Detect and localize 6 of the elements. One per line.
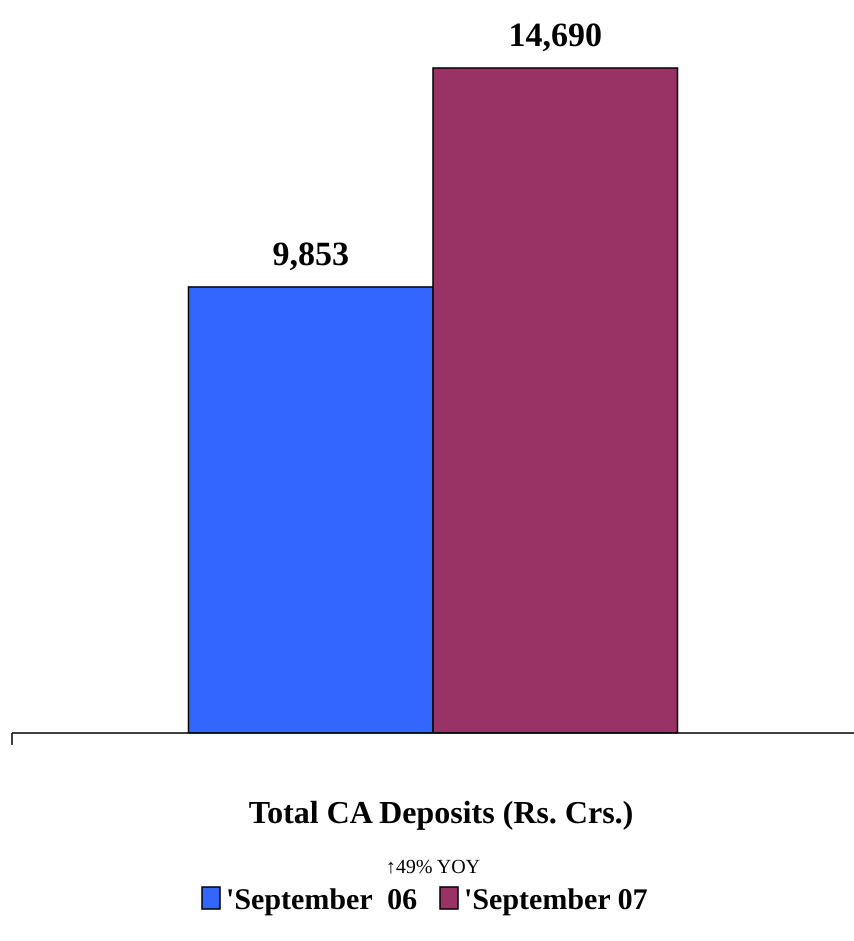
data-label: 14,690	[508, 17, 602, 54]
data-label: 9,853	[272, 236, 349, 273]
text: ↑49% YOY	[386, 856, 480, 878]
x-axis-title: Total CA Deposits (Rs. Crs.)	[248, 794, 634, 830]
legend-label: 'September 06	[226, 883, 418, 916]
legend-label: 'September 07	[464, 883, 648, 916]
